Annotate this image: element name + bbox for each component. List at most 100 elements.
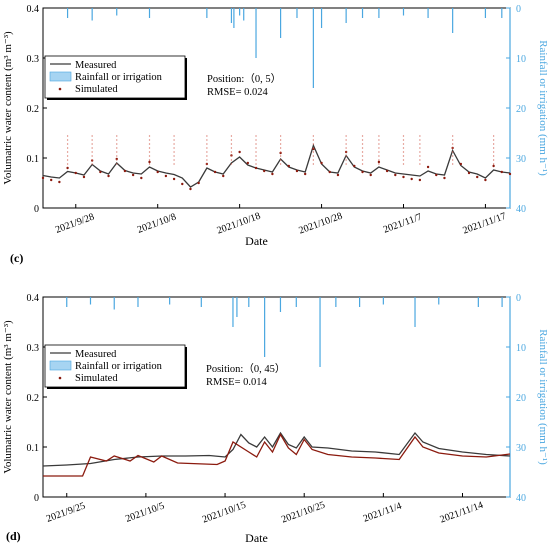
y2-tick-label: 10 xyxy=(516,54,526,65)
simulated-point xyxy=(361,170,364,174)
y-tick-label: 0.2 xyxy=(27,393,40,404)
annotation-position: Position:（0, 5） xyxy=(207,73,281,85)
simulated-point xyxy=(467,171,471,175)
simulated-point xyxy=(353,164,356,168)
x-tick-label: 2021/9/28 xyxy=(54,212,96,236)
annotation-position: Position:（0, 45） xyxy=(206,363,285,375)
x-axis-label: Date xyxy=(245,531,268,545)
simulated-point xyxy=(58,180,61,184)
simulated-point xyxy=(131,173,135,177)
simulated-point xyxy=(123,169,127,173)
simulated-point xyxy=(197,181,200,185)
x-tick-label: 2021/10/8 xyxy=(136,212,178,236)
simulated-point xyxy=(254,166,258,170)
x-tick-label: 2021/10/5 xyxy=(124,501,166,525)
x-tick-label: 2021/10/15 xyxy=(201,500,248,526)
legend-label: Rainfall or irrigation xyxy=(75,361,163,372)
measured-line xyxy=(42,431,511,467)
simulated-point xyxy=(156,170,159,174)
plot-frame xyxy=(42,7,511,209)
legend-label: Rainfall or irrigation xyxy=(75,72,163,83)
simulated-point xyxy=(443,176,446,180)
simulated-point xyxy=(508,172,512,176)
x-tick-label: 2021/11/7 xyxy=(382,212,424,236)
simulated-point xyxy=(148,160,151,164)
x-tick-label: 2021/11/14 xyxy=(439,500,485,526)
measured-line xyxy=(42,143,511,188)
y2-tick-label: 40 xyxy=(516,204,526,215)
simulated-point xyxy=(303,172,307,176)
simulated-point xyxy=(418,178,422,182)
legend-swatch-rain xyxy=(49,71,72,82)
simulated-point xyxy=(41,176,45,180)
annotation-rmse: RMSE= 0.014 xyxy=(206,377,268,388)
simulated-point xyxy=(164,174,168,178)
simulated-point xyxy=(476,175,479,179)
annotation-rmse: RMSE= 0.024 xyxy=(207,87,269,98)
y-tick-label: 0 xyxy=(34,493,39,504)
simulated-point xyxy=(66,166,69,170)
simulated-point xyxy=(377,160,381,164)
x-tick-label: 2021/9/25 xyxy=(45,501,87,525)
y-tick-label: 0.1 xyxy=(27,154,40,165)
y2-tick-label: 40 xyxy=(516,493,526,504)
simulated-point xyxy=(213,170,217,174)
y2-tick-label: 0 xyxy=(516,4,521,15)
y2-tick-label: 0 xyxy=(516,293,521,304)
y2-tick-label: 30 xyxy=(516,443,526,454)
simulated-point xyxy=(328,170,331,174)
simulated-point xyxy=(492,164,495,168)
legend-label: Measured xyxy=(75,60,117,71)
y-tick-label: 0.3 xyxy=(27,343,40,354)
legend-label: Simulated xyxy=(75,84,118,95)
y2-tick-label: 10 xyxy=(516,343,526,354)
legend-swatch-simulated xyxy=(58,376,62,380)
simulated-point xyxy=(189,187,192,191)
simulated-point xyxy=(238,150,241,154)
y-axis-label: Volumatric water content (m³ m⁻³) xyxy=(2,320,14,474)
simulated-point xyxy=(181,182,184,186)
simulated-point xyxy=(426,165,430,169)
y-tick-label: 0 xyxy=(34,204,39,215)
x-tick-label: 2021/11/4 xyxy=(362,501,404,525)
simulated-point xyxy=(222,174,225,178)
y-tick-label: 0.3 xyxy=(27,54,40,65)
panel-label: (c) xyxy=(10,251,23,265)
simulated-point xyxy=(82,175,86,179)
simulated-point xyxy=(107,174,110,178)
chart-panel-c: (c) 0 0.1 0.2 0.3 0.4 0 10 20 30 40 2021/9/25 2021/… xyxy=(2,251,549,545)
simulated-point xyxy=(336,173,340,177)
chart-panel-top: 0 0.1 0.2 0.3 0.4 0 10 20 30 40 2021/9/28 2021/10/8… xyxy=(2,4,549,248)
y2-tick-label: 20 xyxy=(516,393,526,404)
simulated-point xyxy=(246,161,250,165)
x-tick-label: 2021/10/28 xyxy=(297,211,344,237)
legend-label: Simulated xyxy=(75,373,118,384)
y2-tick-label: 30 xyxy=(516,154,526,165)
y2-axis-label: Rainfall or irrigation (mm h⁻¹) xyxy=(537,329,549,465)
x-tick-label: 2021/10/25 xyxy=(280,500,327,526)
simulated-point xyxy=(320,161,323,165)
panel-label-d: (d) xyxy=(6,529,21,543)
simulated-point xyxy=(74,171,77,175)
simulated-point xyxy=(49,178,53,182)
x-tick-label: 2021/11/17 xyxy=(461,211,507,237)
x-tick-label: 2021/10/18 xyxy=(215,211,262,237)
simulated-point xyxy=(295,169,299,173)
simulated-point xyxy=(263,169,266,173)
simulated-point xyxy=(484,178,487,182)
simulated-point xyxy=(140,176,143,180)
y-tick-label: 0.1 xyxy=(27,443,40,454)
legend-swatch-simulated xyxy=(58,87,62,91)
plot-frame xyxy=(42,296,511,498)
simulated-point xyxy=(172,177,176,181)
simulated-point xyxy=(402,175,405,179)
simulated-point xyxy=(500,170,504,174)
y-tick-label: 0.4 xyxy=(27,4,40,15)
simulated-point xyxy=(394,173,397,177)
simulated-point xyxy=(410,177,413,181)
simulated-line xyxy=(43,433,511,477)
simulated-point xyxy=(287,164,290,168)
x-axis-label: Date xyxy=(245,234,268,248)
simulated-point xyxy=(435,173,438,177)
